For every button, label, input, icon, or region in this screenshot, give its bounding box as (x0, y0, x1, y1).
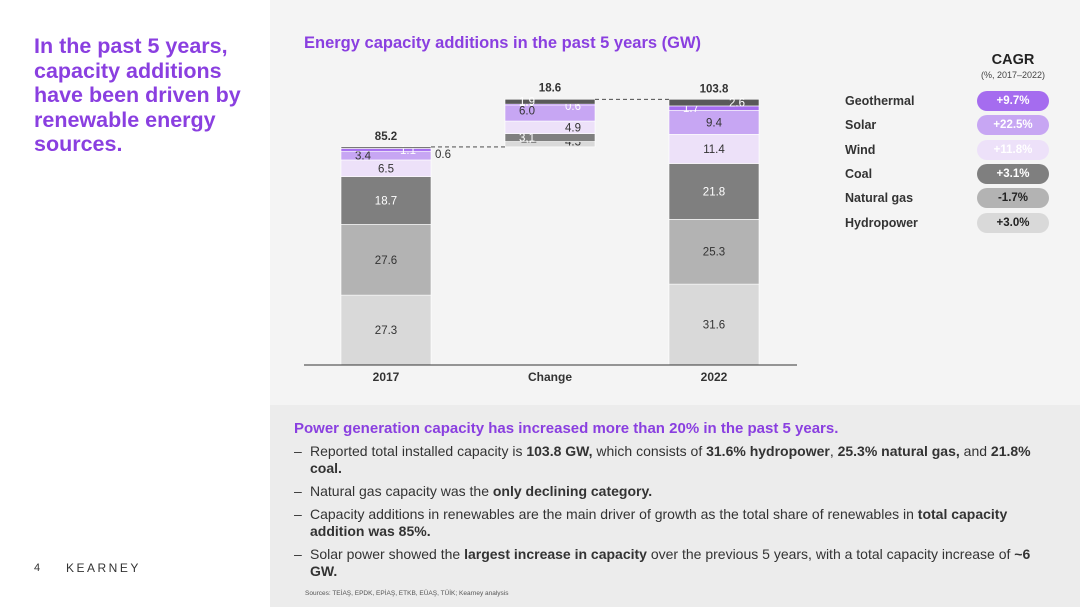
bullet-emphasis: 25.3% natural gas, (837, 443, 960, 459)
sources-note: Sources: TEİAŞ, EPDK, EPİAŞ, ETKB, EÜAŞ,… (305, 590, 509, 597)
x-tick-label: Change (528, 370, 572, 384)
data-label: 27.6 (375, 255, 397, 267)
bullet-text: and (959, 443, 991, 459)
chart-title: Energy capacity additions in the past 5 … (304, 34, 702, 52)
cagr-row: Solar +22.5% (845, 115, 1065, 137)
brand-logo: KEARNEY (66, 561, 141, 575)
data-label: 3.4 (355, 151, 372, 163)
data-label: 6.0 (519, 106, 535, 118)
bar-segment (668, 163, 760, 220)
cagr-row: Hydropower +3.0% (845, 212, 1065, 235)
bullet-text: Capacity additions in renewables are the… (310, 506, 918, 522)
bullet-text: Reported total installed capacity is (310, 443, 527, 459)
cagr-value-pill: +3.0% (977, 212, 1049, 233)
cagr-row: Geothermal +9.7% (845, 91, 1065, 113)
waterfall-chart: 27.327.618.76.53.4 1.1 0.631.625.321.811.4… (304, 82, 797, 384)
cagr-label: Coal (845, 166, 873, 181)
list-item: – Capacity additions in renewables are th… (294, 506, 1054, 540)
data-label: 21.8 (703, 186, 725, 198)
bullet-text: which consists of (592, 443, 707, 459)
data-label: 25.3 (703, 247, 725, 259)
data-label: 1.9 (519, 97, 535, 109)
bar-segment (668, 283, 760, 366)
insights-panel (270, 405, 1080, 607)
data-label: 31.6 (703, 320, 725, 332)
bullet-emphasis: 21.8% coal. (310, 443, 1031, 476)
data-label: 4.9 (565, 122, 581, 134)
total-label: 103.8 (700, 83, 729, 95)
page-number: 4 (34, 562, 41, 574)
bullet-emphasis: ~6 GW. (310, 546, 1031, 579)
bar-segment (668, 109, 760, 135)
data-label: 18.7 (375, 196, 397, 208)
cagr-row: Wind +11.8% (845, 139, 1065, 162)
bullet-emphasis: 103.8 GW, (526, 443, 593, 459)
data-label: 3.1 (519, 133, 535, 145)
cagr-title: CAGR (991, 52, 1035, 68)
list-item: – Reported total installed capacity is 10… (294, 443, 1054, 477)
bullet-emphasis: largest increase in capacity (464, 546, 647, 562)
bullet-text: , (829, 443, 838, 459)
bullet-dash: – (294, 506, 302, 522)
bar-segment (340, 148, 432, 152)
cagr-value-pill: +11.8% (977, 139, 1049, 160)
cagr-value-pill: +9.7% (977, 91, 1049, 111)
insights-title: Power generation capacity has increased … (294, 420, 839, 437)
list-item: – Natural gas capacity was the only decli… (294, 483, 1054, 500)
cagr-value-pill: +3.1% (977, 163, 1049, 184)
cagr-value-pill: +22.5% (977, 115, 1049, 136)
bullet-text: over the previous 5 years, with a total … (646, 546, 1015, 562)
total-label: 18.6 (539, 82, 561, 94)
cagr-label: Hydropower (845, 215, 918, 230)
bar-segment (504, 98, 596, 105)
data-label: 11.4 (703, 144, 725, 156)
insights-list: – Reported total installed capacity is 10… (294, 443, 1054, 586)
bar-segment (340, 176, 432, 225)
cagr-row: Natural gas -1.7% (845, 188, 1065, 210)
bar-segment (668, 219, 760, 285)
cagr-subtitle: (%, 2017–2022) (980, 70, 1046, 80)
cagr-row: Coal +3.1% (845, 163, 1065, 186)
cagr-label: Solar (845, 118, 877, 133)
x-tick-label: 2017 (373, 370, 400, 384)
bar-segment (340, 146, 432, 149)
headline: In the past 5 years, capacity additions … (34, 34, 241, 156)
cagr-label: Natural gas (845, 191, 914, 206)
list-item: – Solar power showed the largest increase… (294, 546, 1054, 580)
cagr-label: Wind (845, 142, 876, 157)
data-label: 9.4 (706, 117, 723, 129)
bar-segment (340, 224, 432, 296)
bullet-emphasis: total capacity addition was 85%. (310, 506, 1008, 539)
bar-segment (504, 120, 596, 134)
bullet-dash: – (294, 443, 302, 459)
total-label: 85.2 (375, 131, 397, 143)
bullet-emphasis: 31.6% hydropower (706, 443, 830, 459)
bullet-text: Natural gas capacity was the (310, 483, 493, 499)
cagr-label: Geothermal (845, 94, 915, 108)
bullet-emphasis: only declining category. (492, 483, 653, 499)
bullet-dash: – (294, 483, 302, 499)
data-label: 2.6 (729, 98, 745, 110)
bullet-dash: – (294, 546, 302, 562)
bullet-text: Solar power showed the (310, 546, 465, 562)
bar-segment (668, 134, 760, 164)
data-label: 27.3 (375, 325, 397, 337)
data-label: 6.5 (378, 163, 394, 175)
data-label: 0.6 (435, 149, 451, 161)
x-tick-label: 2022 (701, 370, 728, 384)
left-panel: In the past 5 years, capacity additions … (0, 0, 270, 607)
bar-segment (668, 98, 760, 107)
cagr-value-pill: -1.7% (977, 188, 1049, 209)
